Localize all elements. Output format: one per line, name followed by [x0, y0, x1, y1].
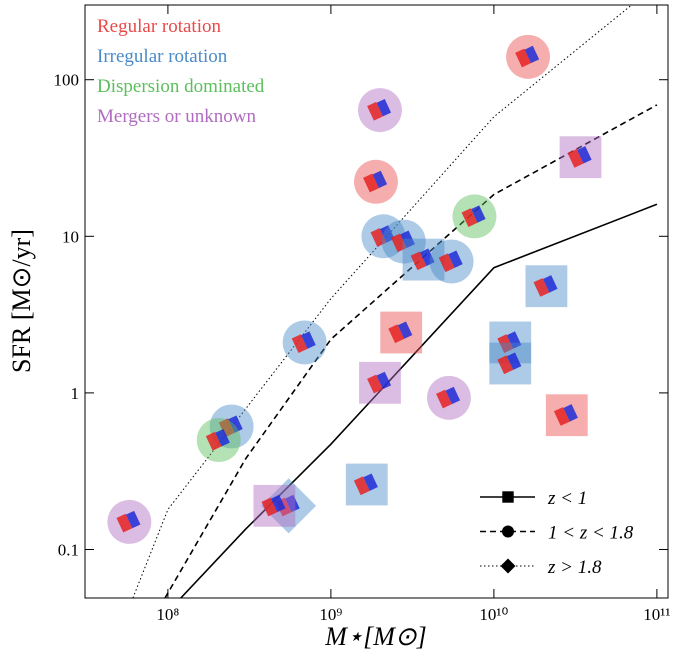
velocity-map-blue	[543, 275, 558, 293]
velocity-map-red	[567, 149, 584, 168]
velocity-map-blue	[445, 386, 461, 405]
marker	[500, 558, 516, 574]
velocity-map-red	[261, 497, 278, 517]
velocity-map-blue	[420, 248, 435, 266]
velocity-map-blue	[380, 225, 395, 243]
velocity-map-red	[553, 407, 570, 426]
trend-lines	[132, 5, 658, 598]
x-axis-label: M⋆[M⊙]	[324, 622, 427, 651]
trend-line	[180, 203, 658, 598]
marker	[502, 491, 514, 503]
velocity-map-blue	[577, 146, 592, 164]
velocity-map-blue	[506, 352, 522, 370]
velocity-map-blue	[563, 404, 578, 422]
points	[107, 34, 602, 544]
velocity-map-red	[497, 334, 514, 354]
velocity-map-blue	[506, 331, 522, 349]
velocity-map-blue	[301, 331, 316, 349]
velocity-map-red	[116, 513, 133, 533]
velocity-map-red	[388, 324, 405, 344]
velocity-map-blue	[397, 321, 413, 339]
x-tick-label: 10¹¹	[643, 605, 670, 624]
legend-label: z < 1	[547, 488, 587, 509]
legend-label: 1 < z < 1.8	[548, 523, 634, 544]
x-tick-label: 10⁹	[319, 605, 342, 624]
velocity-map-red	[363, 173, 379, 193]
legend-label: Dispersion dominated	[97, 76, 265, 97]
velocity-map-red	[218, 418, 235, 438]
velocity-map-blue	[125, 510, 141, 529]
velocity-map-red	[438, 253, 455, 273]
velocity-map-blue	[400, 230, 415, 248]
velocity-map-red	[291, 334, 308, 354]
velocity-map-red	[461, 208, 478, 227]
legend-label: Mergers or unknown	[97, 106, 257, 127]
velocity-map-red	[390, 233, 407, 253]
x-tick-label: 10⁸	[156, 605, 179, 624]
velocity-map-blue	[285, 494, 300, 513]
velocity-map-blue	[363, 473, 378, 491]
y-axis-label: SFR [M⊙/yr]	[7, 229, 36, 373]
y-tick-label: 10	[62, 227, 79, 246]
velocity-map-red	[533, 278, 550, 297]
velocity-map-red	[497, 355, 514, 375]
velocity-map-red	[410, 251, 427, 271]
velocity-map-blue	[372, 170, 388, 189]
y-tick-label: 100	[54, 71, 80, 90]
velocity-map-blue	[448, 250, 463, 268]
velocity-map-red	[353, 476, 370, 496]
velocity-map-blue	[376, 371, 392, 390]
velocity-map-blue	[524, 45, 540, 64]
legend-label: Irregular rotation	[97, 46, 228, 67]
legend-label: Regular rotation	[97, 16, 221, 37]
legend-label: z > 1.8	[547, 557, 602, 578]
velocity-map-red	[205, 431, 222, 451]
x-tick-label: 10¹⁰	[479, 605, 508, 624]
marker	[502, 525, 514, 538]
velocity-map-red	[436, 389, 452, 409]
plot-frame	[84, 4, 669, 599]
velocity-map-blue	[376, 99, 392, 117]
trend-line	[132, 5, 632, 598]
y-tick-label: 1	[71, 384, 80, 403]
velocity-map-red	[367, 101, 383, 121]
velocity-map-red	[515, 48, 532, 68]
velocity-map-blue	[228, 415, 243, 433]
velocity-map-red	[367, 374, 383, 394]
velocity-map-blue	[270, 494, 286, 513]
velocity-map-red	[370, 228, 387, 247]
y-tick-label: 0.1	[58, 540, 79, 559]
velocity-map-blue	[215, 428, 230, 447]
velocity-map-blue	[471, 205, 486, 223]
